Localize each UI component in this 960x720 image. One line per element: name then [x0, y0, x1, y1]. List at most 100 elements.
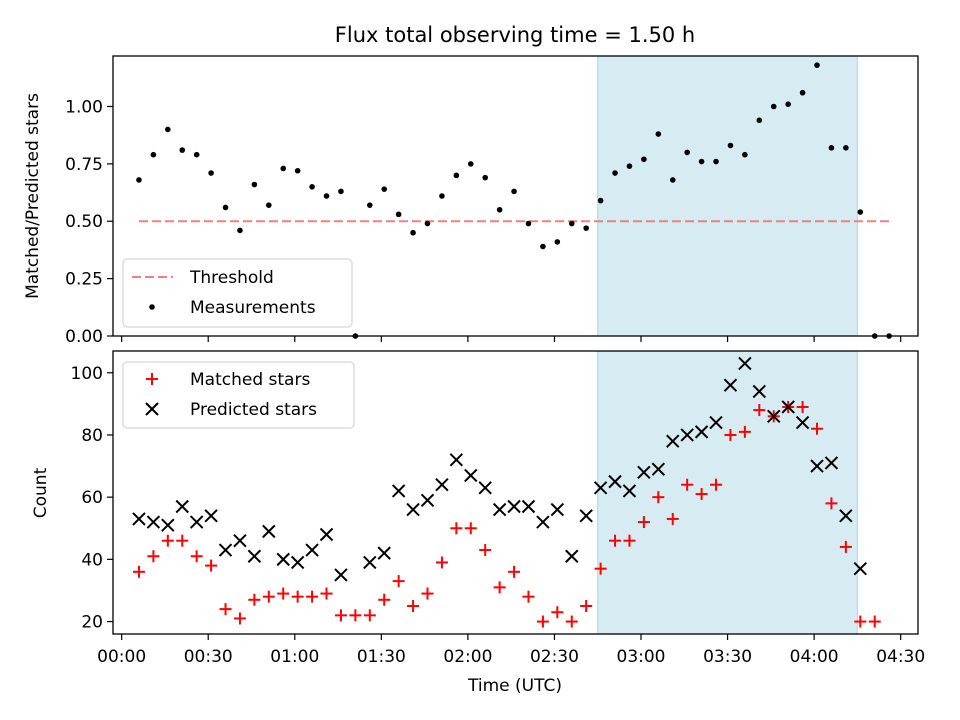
- measurement-point: [410, 229, 416, 236]
- measurement-point: [323, 193, 330, 199]
- chart-title: Flux total observing time = 1.50 h: [335, 23, 695, 47]
- measurement-point: [698, 158, 705, 165]
- predicted-star-point: [189, 515, 204, 529]
- measurement-point: [756, 117, 763, 124]
- ratio-legend: Threshold Measurements: [122, 258, 353, 328]
- predicted-star-point: [781, 400, 795, 414]
- matched-star-point: [435, 556, 448, 569]
- measurement-point: [208, 170, 214, 176]
- predicted-star-point: [565, 549, 579, 563]
- measurement-point: [857, 209, 864, 215]
- matched-star-point: [839, 540, 852, 553]
- matched-star-point: [565, 615, 578, 628]
- count-y-tick-label: 100: [71, 364, 103, 384]
- predicted-star-point: [839, 509, 853, 523]
- x-tick-label: 04:30: [876, 647, 925, 667]
- predicted-star-point: [233, 533, 247, 548]
- predicted-star-point: [637, 465, 651, 479]
- predicted-star-point: [420, 493, 435, 507]
- measurement-point: [641, 156, 647, 163]
- ratio-y-tick-label: 1.00: [65, 97, 103, 117]
- x-tick-label: 02:00: [443, 647, 492, 667]
- measurement-point: [554, 239, 561, 245]
- matched-star-point: [320, 587, 333, 600]
- predicted-star-point: [305, 543, 319, 557]
- measurement-point: [612, 170, 618, 176]
- measurement-point: [439, 193, 445, 199]
- matched-star-point: [551, 606, 564, 619]
- measurement-point: [655, 131, 662, 137]
- matched-star-point: [407, 600, 420, 613]
- matched-star-point: [522, 590, 535, 603]
- predicted-star-point: [795, 415, 810, 430]
- matched-star-point: [623, 534, 636, 547]
- measurement-point: [828, 145, 835, 151]
- count-y-tick-label: 40: [81, 550, 103, 570]
- count-points: [132, 356, 881, 628]
- measurement-point: [294, 167, 301, 174]
- matched-star-point: [854, 615, 867, 628]
- matched-star-point: [594, 562, 607, 575]
- matched-star-point: [248, 593, 261, 606]
- ratio-highlight-span: [597, 55, 858, 337]
- count-y-tick-label: 80: [81, 426, 103, 446]
- ratio-y-tick-label: 0.75: [65, 155, 103, 175]
- count-legend: Matched stars Predicted stars: [122, 361, 355, 429]
- legend-predicted-swatch: [145, 402, 159, 416]
- x-tick-label: 00:30: [184, 647, 233, 667]
- matched-star-point: [796, 400, 809, 413]
- measurement-point: [193, 151, 200, 158]
- measurement-point: [770, 103, 777, 110]
- matched-star-point: [609, 534, 622, 547]
- measurement-point: [597, 197, 604, 204]
- measurement-point: [785, 101, 791, 107]
- matched-star-point: [291, 590, 304, 603]
- matched-star-point: [161, 534, 174, 547]
- measurement-point: [309, 184, 315, 190]
- x-tick-label: 00:00: [97, 647, 146, 667]
- matched-star-point: [811, 422, 824, 435]
- matched-star-point: [349, 609, 362, 622]
- count-y-label: Count: [31, 467, 51, 518]
- legend-predicted-label: Predicted stars: [190, 400, 317, 420]
- matched-star-point: [464, 522, 477, 535]
- predicted-star-point: [853, 561, 868, 576]
- legend-threshold-label: Threshold: [189, 268, 274, 288]
- legend-matched-label: Matched stars: [190, 370, 310, 390]
- measurement-point: [684, 149, 690, 156]
- predicted-star-point: [694, 425, 709, 439]
- count-plot-frame: [112, 350, 919, 635]
- x-tick-label: 03:30: [703, 647, 752, 667]
- measurement-point: [626, 163, 633, 169]
- matched-star-point: [363, 609, 376, 622]
- predicted-star-point: [622, 484, 637, 498]
- matched-star-point: [176, 534, 189, 547]
- count-y-axis: 20 40 60 80 100: [71, 364, 113, 633]
- matched-star-point: [233, 612, 246, 625]
- predicted-star-point: [492, 502, 507, 517]
- matched-star-point: [205, 559, 218, 572]
- measurement-point: [395, 211, 402, 218]
- matched-star-point: [479, 544, 492, 557]
- measurement-point: [843, 145, 849, 151]
- predicted-star-point: [435, 478, 449, 492]
- measurement-point: [799, 89, 806, 96]
- predicted-star-point: [550, 502, 565, 517]
- ratio-legend-box: [122, 258, 353, 328]
- matched-star-point: [378, 593, 391, 606]
- measurement-point: [482, 174, 489, 181]
- ratio-y-label: Matched/Predicted stars: [23, 93, 43, 299]
- measurement-point: [742, 151, 748, 158]
- x-tick-label: 01:00: [270, 647, 319, 667]
- count-y-tick-label: 20: [81, 613, 103, 633]
- predicted-star-point: [290, 555, 305, 570]
- measurement-point: [814, 62, 820, 68]
- predicted-star-point: [276, 552, 290, 567]
- count-legend-box: [122, 361, 355, 429]
- predicted-star-point: [161, 518, 175, 532]
- matched-star-point: [681, 478, 694, 491]
- predicted-star-point: [651, 462, 666, 476]
- measurement-point: [540, 243, 546, 250]
- count-panel: 20 40 60 80 100 00:00 00:30 01:00 01:30 02:00 02:…: [31, 350, 925, 696]
- predicted-star-point: [175, 499, 189, 514]
